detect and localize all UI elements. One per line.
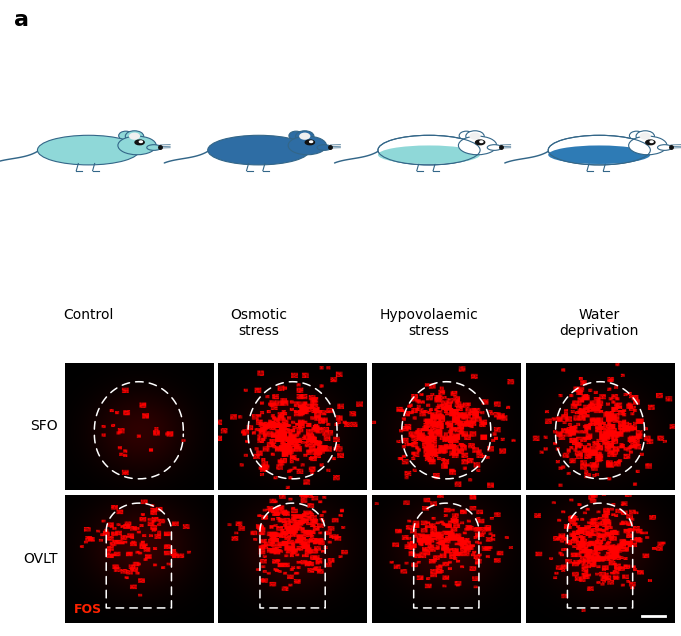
Ellipse shape	[458, 136, 496, 155]
Text: OVLT: OVLT	[23, 552, 58, 567]
Ellipse shape	[548, 146, 650, 164]
Ellipse shape	[459, 131, 473, 140]
Ellipse shape	[37, 135, 140, 165]
Ellipse shape	[289, 131, 303, 140]
Ellipse shape	[129, 132, 140, 140]
Text: Water
deprivation: Water deprivation	[560, 308, 639, 338]
Text: a: a	[14, 10, 29, 29]
Ellipse shape	[636, 131, 654, 142]
Circle shape	[646, 140, 655, 144]
Circle shape	[305, 140, 315, 144]
Ellipse shape	[488, 144, 502, 150]
Circle shape	[475, 140, 485, 144]
Ellipse shape	[118, 131, 133, 140]
Ellipse shape	[629, 136, 667, 155]
Circle shape	[480, 141, 483, 142]
Ellipse shape	[317, 144, 331, 150]
Ellipse shape	[296, 131, 314, 142]
Ellipse shape	[118, 136, 156, 155]
Text: Hypovolaemic
stress: Hypovolaemic stress	[379, 308, 479, 338]
Ellipse shape	[466, 131, 484, 142]
Circle shape	[650, 141, 653, 142]
Ellipse shape	[469, 132, 481, 140]
Ellipse shape	[299, 132, 311, 140]
Circle shape	[135, 140, 144, 144]
Circle shape	[140, 141, 142, 142]
Text: FOS: FOS	[74, 602, 101, 616]
Text: Osmotic
stress: Osmotic stress	[230, 308, 287, 338]
Text: Control: Control	[63, 308, 114, 322]
Ellipse shape	[629, 131, 644, 140]
Ellipse shape	[658, 144, 671, 150]
Ellipse shape	[548, 135, 650, 165]
Text: SFO: SFO	[30, 419, 58, 434]
Ellipse shape	[146, 144, 161, 150]
Ellipse shape	[208, 135, 310, 165]
Ellipse shape	[288, 136, 326, 155]
Ellipse shape	[125, 131, 144, 142]
Ellipse shape	[378, 135, 480, 165]
Circle shape	[310, 141, 313, 142]
Ellipse shape	[639, 132, 651, 140]
Ellipse shape	[378, 146, 480, 164]
